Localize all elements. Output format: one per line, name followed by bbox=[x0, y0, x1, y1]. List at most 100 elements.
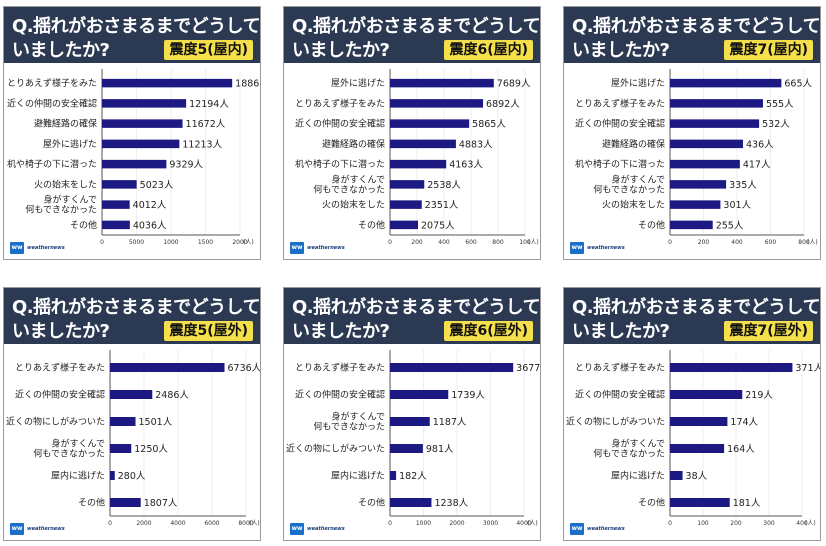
x-tick-label: 300 bbox=[763, 520, 775, 527]
bar bbox=[390, 363, 514, 372]
value-label: 4036人 bbox=[133, 220, 167, 231]
value-label: 9329人 bbox=[169, 160, 203, 171]
x-tick-label: 200 bbox=[411, 239, 423, 246]
logo-text: weathernews bbox=[307, 526, 345, 532]
category-label: その他 bbox=[70, 219, 97, 231]
x-tick-label: 0 bbox=[108, 520, 112, 527]
weathernews-logo: ww weathernews bbox=[290, 523, 345, 535]
value-label: 11672人 bbox=[186, 119, 226, 130]
category-label: 屋内に逃げた bbox=[331, 470, 385, 482]
bar bbox=[390, 444, 423, 453]
bar bbox=[102, 180, 137, 189]
x-tick-label: 2000 bbox=[449, 520, 464, 527]
x-tick-label: 400 bbox=[731, 239, 743, 246]
intensity-badge: 震度7(屋内) bbox=[724, 40, 813, 60]
question-header: Q.揺れがおさまるまでどうして いましたか? 震度6(屋内) bbox=[284, 7, 540, 63]
bar bbox=[390, 417, 430, 426]
value-label: 1807人 bbox=[144, 498, 178, 509]
logo-text: weathernews bbox=[27, 245, 65, 251]
intensity-badge: 震度7(屋外) bbox=[724, 321, 813, 341]
bar bbox=[670, 363, 793, 372]
category-label: 身がすくんで bbox=[43, 194, 97, 206]
value-label: 1238人 bbox=[434, 498, 468, 509]
category-label: 屋内に逃げた bbox=[51, 470, 105, 482]
category-label: その他 bbox=[638, 497, 665, 509]
bar bbox=[670, 471, 683, 480]
category-label: 何もできなかった bbox=[33, 448, 105, 460]
question-line-2: いましたか? bbox=[292, 40, 390, 61]
value-label: 4883人 bbox=[459, 139, 493, 150]
logo-mark: ww bbox=[10, 523, 24, 535]
bar bbox=[102, 99, 187, 108]
x-tick-label: 6000 bbox=[204, 520, 219, 527]
category-label: 火の始末をした bbox=[322, 199, 385, 211]
x-tick-label: 200 bbox=[730, 520, 742, 527]
bar bbox=[390, 390, 449, 399]
value-label: 4163人 bbox=[449, 160, 483, 171]
question-header: Q.揺れがおさまるまでどうして いましたか? 震度5(屋外) bbox=[4, 288, 260, 344]
category-label: とりあえず様子をみた bbox=[295, 97, 385, 109]
category-label: 屋外に逃げた bbox=[331, 77, 385, 89]
bar bbox=[102, 78, 233, 88]
category-label: とりあえず様子をみた bbox=[295, 362, 385, 374]
x-axis-unit: (人) bbox=[807, 239, 818, 246]
question-line-1: Q.揺れがおさまるまでどうして bbox=[572, 16, 821, 37]
x-tick-label: 1000 bbox=[163, 239, 178, 246]
value-label: 301人 bbox=[723, 200, 751, 211]
category-label: 机や椅子の下に潜った bbox=[7, 158, 97, 170]
logo-text: weathernews bbox=[587, 245, 625, 251]
chart-panel-indoor-5: Q.揺れがおさまるまでどうして いましたか? 震度5(屋内) 0 5000 1000… bbox=[3, 6, 261, 260]
bar bbox=[110, 390, 153, 399]
category-label: 近くの仲間の安全確認 bbox=[575, 118, 665, 130]
logo-text: weathernews bbox=[587, 526, 625, 532]
category-label: 近くの仲間の安全確認 bbox=[295, 389, 385, 401]
category-label: 身がすくんで bbox=[611, 173, 665, 185]
value-label: 2075人 bbox=[421, 220, 455, 231]
question-line-2: いましたか? bbox=[572, 40, 670, 61]
question-line-1: Q.揺れがおさまるまでどうして bbox=[12, 16, 261, 37]
x-axis-unit: (人) bbox=[243, 239, 254, 246]
bar bbox=[390, 471, 397, 480]
question-line-1: Q.揺れがおさまるまでどうして bbox=[292, 16, 541, 37]
weathernews-logo: ww weathernews bbox=[570, 242, 625, 254]
category-label: 火の始末をした bbox=[602, 199, 665, 211]
value-label: 665人 bbox=[784, 79, 812, 90]
bar bbox=[102, 220, 130, 230]
x-tick-label: 400 bbox=[438, 239, 450, 246]
x-tick-label: 100 bbox=[519, 239, 531, 246]
bar bbox=[390, 200, 422, 209]
x-tick-label: 1500 bbox=[198, 239, 213, 246]
bar bbox=[670, 159, 740, 169]
bar bbox=[102, 139, 180, 149]
chart-panel-outdoor-6: Q.揺れがおさまるまでどうして いましたか? 震度6(屋外) 0 1000 2000… bbox=[283, 287, 541, 541]
logo-text: weathernews bbox=[27, 526, 65, 532]
category-label: 身がすくんで bbox=[331, 411, 385, 423]
category-label: 近くの仲間の安全確認 bbox=[7, 97, 97, 109]
bar bbox=[670, 78, 782, 88]
bar bbox=[670, 220, 713, 230]
intensity-badge: 震度6(屋外) bbox=[444, 321, 533, 341]
category-label: 何もできなかった bbox=[313, 183, 385, 195]
x-tick-label: 4000 bbox=[516, 520, 531, 527]
x-axis-unit: (人) bbox=[528, 239, 539, 246]
category-label: 身がすくんで bbox=[51, 438, 105, 450]
x-tick-label: 0 bbox=[668, 239, 672, 246]
bar-chart: 0 1000 2000 3000 4000(人) とりあえず様子をみた 3677人近くの仲間… bbox=[286, 350, 540, 527]
value-label: 219人 bbox=[745, 390, 773, 401]
value-label: 280人 bbox=[118, 471, 146, 482]
category-label: 机や椅子の下に潜った bbox=[295, 158, 385, 170]
value-label: 7689人 bbox=[497, 79, 531, 90]
bar bbox=[670, 417, 728, 426]
bar bbox=[110, 444, 132, 453]
weathernews-logo: ww weathernews bbox=[570, 523, 625, 535]
bar bbox=[102, 119, 183, 128]
weathernews-logo: ww weathernews bbox=[10, 523, 65, 535]
category-label: 何もできなかった bbox=[313, 421, 385, 433]
bar bbox=[110, 471, 115, 480]
weathernews-logo: ww weathernews bbox=[10, 242, 65, 254]
bar bbox=[670, 444, 725, 453]
bar bbox=[390, 139, 456, 149]
value-label: 38人 bbox=[686, 471, 708, 482]
logo-mark: ww bbox=[290, 242, 304, 254]
logo-mark: ww bbox=[10, 242, 24, 254]
